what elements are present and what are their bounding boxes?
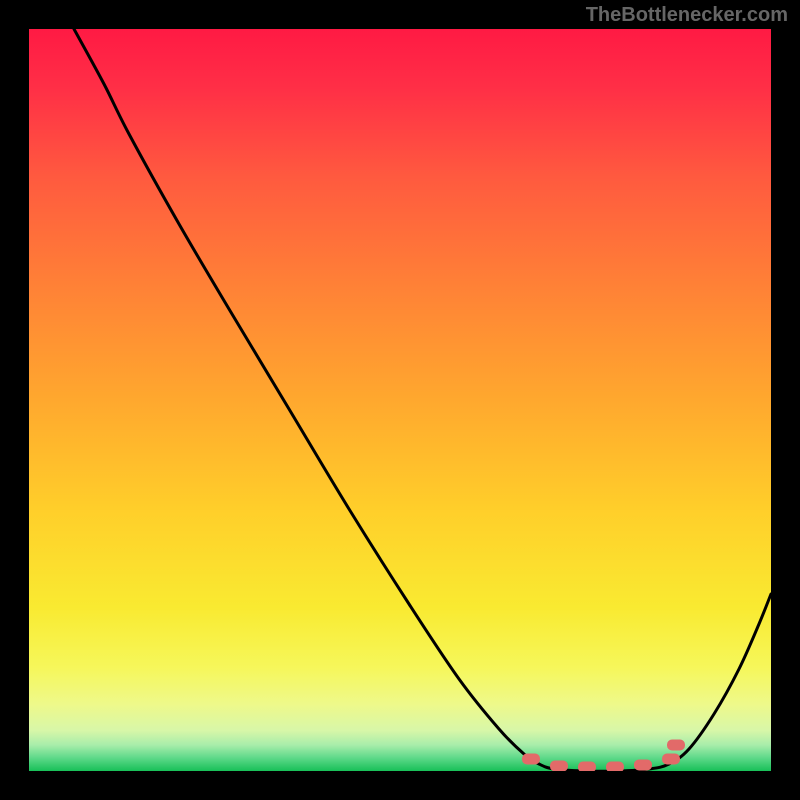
bottleneck-curve bbox=[74, 29, 771, 771]
highlight-marker bbox=[662, 754, 680, 765]
highlight-marker bbox=[667, 740, 685, 751]
highlight-marker bbox=[550, 761, 568, 772]
highlight-marker bbox=[606, 762, 624, 772]
highlight-marker bbox=[522, 754, 540, 765]
highlight-marker bbox=[578, 762, 596, 772]
chart-curve-layer bbox=[29, 29, 771, 771]
highlight-marker bbox=[634, 760, 652, 771]
chart-plot-area bbox=[29, 29, 771, 771]
watermark-text: TheBottlenecker.com bbox=[586, 4, 788, 27]
